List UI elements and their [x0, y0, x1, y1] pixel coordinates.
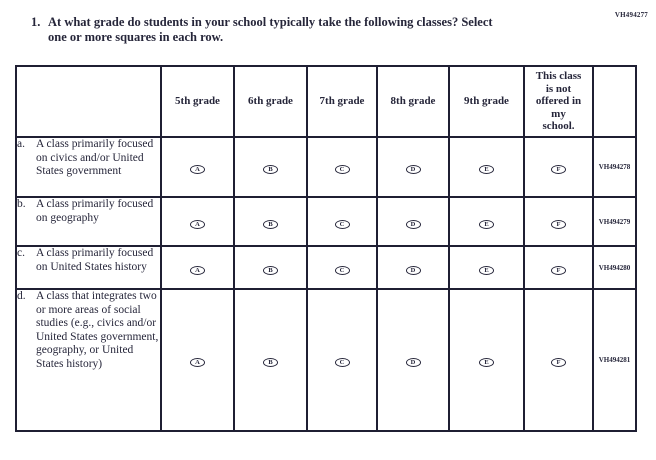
answer-cell-d-8th: D [376, 288, 450, 432]
answer-cell-c-6th: B [233, 245, 308, 290]
answer-cell-d-7th: C [306, 288, 378, 432]
answer-cell-b-7th: C [306, 196, 378, 247]
column-header-blank [15, 65, 162, 138]
answer-oval-a-not-offered[interactable]: F [551, 165, 566, 174]
column-header-9th-grade: 9th grade [448, 65, 525, 138]
not-offered-line: school. [542, 120, 575, 133]
answer-oval-a-8th[interactable]: D [405, 165, 421, 174]
answer-oval-c-8th[interactable]: D [405, 265, 421, 275]
question-block: 1. At what grade do students in your sch… [31, 15, 581, 44]
answer-cell-c-7th: C [306, 245, 378, 290]
answer-oval-a-6th[interactable]: B [263, 165, 278, 174]
column-header-6th-grade: 6th grade [233, 65, 308, 138]
table-row-d: d. A class that integrates two or more a… [15, 288, 637, 432]
row-letter: b. [17, 198, 26, 210]
answer-cell-b-5th: A [160, 196, 235, 247]
answer-cell-a-not-offered: F [523, 136, 594, 198]
answer-cell-a-6th: B [233, 136, 308, 198]
answer-oval-d-7th[interactable]: C [334, 358, 350, 367]
row-label-cell: d. A class that integrates two or more a… [15, 288, 162, 432]
question-text-line-1: At what grade do students in your school… [48, 15, 493, 29]
answer-cell-c-5th: A [160, 245, 235, 290]
answer-cell-d-6th: B [233, 288, 308, 432]
answer-oval-c-7th[interactable]: C [334, 265, 350, 275]
column-header-code-blank [592, 65, 637, 138]
answer-cell-b-6th: B [233, 196, 308, 247]
answer-cell-a-5th: A [160, 136, 235, 198]
answer-cell-a-8th: D [376, 136, 450, 198]
row-label-cell: c. A class primarily focused on United S… [15, 245, 162, 290]
question-text-line-2: one or more squares in each row. [48, 29, 224, 44]
not-offered-line: is not [545, 82, 572, 95]
answer-cell-b-9th: E [448, 196, 525, 247]
answer-cell-d-not-offered: F [523, 288, 594, 432]
answer-oval-d-5th[interactable]: A [190, 358, 205, 367]
answer-oval-b-7th[interactable]: C [334, 219, 350, 229]
row-letter: a. [17, 138, 25, 150]
item-code: VH494279 [592, 196, 637, 247]
answer-cell-b-8th: D [376, 196, 450, 247]
row-label: A class primarily focused on United Stat… [36, 247, 154, 273]
answer-oval-b-not-offered[interactable]: F [551, 219, 566, 229]
answer-oval-a-7th[interactable]: C [334, 165, 350, 174]
answer-oval-c-9th[interactable]: E [479, 265, 494, 275]
question-number: 1. [31, 15, 41, 29]
table-row-c: c. A class primarily focused on United S… [15, 245, 637, 290]
item-code: VH494278 [592, 136, 637, 198]
question-text: At what grade do students in your school… [48, 15, 493, 44]
row-label-cell: b. A class primarily focused on geograph… [15, 196, 162, 247]
answer-oval-c-6th[interactable]: B [263, 265, 278, 275]
header-row: 5th grade 6th grade 7th grade 8th grade … [15, 65, 637, 138]
answer-oval-c-5th[interactable]: A [190, 265, 205, 275]
table-row-a: a. A class primarily focused on civics a… [15, 136, 637, 198]
row-label: A class that integrates two or more area… [36, 290, 159, 370]
not-offered-line: offered in [535, 95, 582, 108]
form-accession-code: VH494277 [614, 11, 648, 19]
grade-class-table: 5th grade 6th grade 7th grade 8th grade … [15, 65, 637, 432]
answer-cell-c-not-offered: F [523, 245, 594, 290]
column-header-7th-grade: 7th grade [306, 65, 378, 138]
answer-oval-d-9th[interactable]: E [479, 358, 494, 367]
column-header-not-offered: This class is not offered in my school. [523, 65, 594, 138]
answer-oval-b-9th[interactable]: E [479, 219, 494, 229]
row-letter: c. [17, 247, 25, 259]
row-label: A class primarily focused on civics and/… [36, 138, 154, 177]
answer-oval-b-8th[interactable]: D [405, 219, 421, 229]
item-code: VH494281 [592, 288, 637, 432]
answer-oval-a-9th[interactable]: E [479, 165, 494, 174]
column-header-5th-grade: 5th grade [160, 65, 235, 138]
answer-oval-d-not-offered[interactable]: F [551, 358, 566, 367]
table-row-b: b. A class primarily focused on geograph… [15, 196, 637, 247]
answer-oval-d-8th[interactable]: D [405, 358, 421, 367]
answer-cell-b-not-offered: F [523, 196, 594, 247]
answer-cell-d-5th: A [160, 288, 235, 432]
answer-oval-c-not-offered[interactable]: F [551, 265, 566, 275]
answer-oval-a-5th[interactable]: A [190, 165, 205, 174]
answer-cell-c-8th: D [376, 245, 450, 290]
answer-oval-b-6th[interactable]: B [263, 219, 278, 229]
item-code: VH494280 [592, 245, 637, 290]
answer-cell-a-7th: C [306, 136, 378, 198]
answer-oval-d-6th[interactable]: B [263, 358, 278, 367]
not-offered-line: my [551, 107, 566, 120]
column-header-8th-grade: 8th grade [376, 65, 450, 138]
answer-cell-d-9th: E [448, 288, 525, 432]
answer-cell-a-9th: E [448, 136, 525, 198]
not-offered-line: This class [535, 70, 582, 83]
answer-oval-b-5th[interactable]: A [190, 219, 205, 229]
row-letter: d. [17, 290, 26, 302]
answer-cell-c-9th: E [448, 245, 525, 290]
row-label-cell: a. A class primarily focused on civics a… [15, 136, 162, 198]
row-label: A class primarily focused on geography [36, 198, 154, 224]
